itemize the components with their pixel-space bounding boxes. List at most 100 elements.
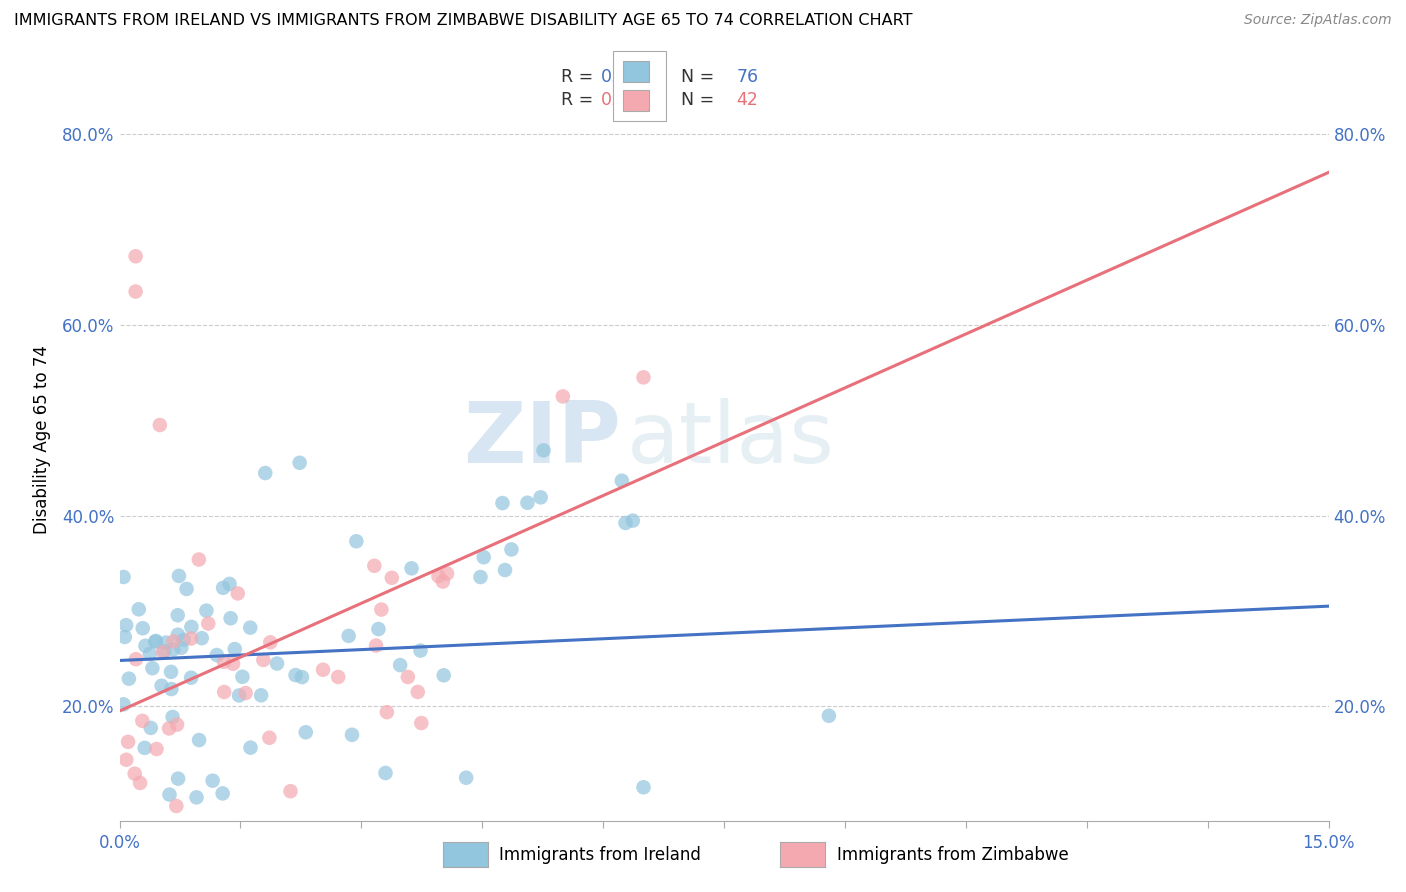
Point	[472, 550, 495, 565]
Text: R =: R =	[561, 68, 599, 86]
Point	[195, 604, 218, 618]
Text: N =: N =	[669, 68, 720, 86]
Point	[205, 648, 228, 662]
Point	[173, 632, 195, 647]
Point	[134, 639, 156, 653]
Point	[252, 653, 274, 667]
Point	[124, 249, 146, 263]
Point	[167, 772, 190, 786]
Point	[167, 569, 190, 583]
Point	[180, 632, 202, 646]
Point	[239, 621, 262, 635]
Point	[364, 639, 387, 653]
Text: Immigrants from Ireland: Immigrants from Ireland	[499, 846, 702, 863]
Point	[159, 788, 181, 802]
Point	[381, 571, 404, 585]
Point	[337, 629, 360, 643]
Point	[112, 570, 135, 584]
Point	[551, 389, 574, 403]
Point	[396, 670, 419, 684]
Point	[131, 714, 153, 728]
Point	[456, 771, 478, 785]
Point	[491, 496, 513, 510]
Point	[162, 642, 184, 657]
Point	[149, 417, 172, 432]
Point	[115, 753, 138, 767]
Point	[367, 622, 389, 636]
Text: 0.509: 0.509	[600, 91, 651, 109]
Point	[187, 552, 209, 566]
Text: 42: 42	[737, 91, 758, 109]
Point	[150, 679, 173, 693]
Point	[436, 566, 458, 581]
Point	[389, 658, 412, 673]
Point	[188, 733, 211, 747]
Point	[152, 645, 174, 659]
Point	[218, 577, 240, 591]
Point	[186, 790, 208, 805]
Point	[312, 663, 335, 677]
Point	[633, 370, 655, 384]
Text: N =: N =	[669, 91, 720, 109]
Point	[411, 716, 433, 731]
Point	[633, 780, 655, 795]
Point	[280, 784, 302, 798]
Point	[228, 689, 250, 703]
Point	[201, 773, 224, 788]
Point	[294, 725, 316, 739]
Point	[212, 581, 235, 595]
Point	[145, 634, 167, 648]
Point	[139, 721, 162, 735]
Point	[266, 657, 288, 671]
Point	[139, 647, 162, 661]
Point	[370, 602, 392, 616]
Point	[114, 630, 136, 644]
Point	[250, 689, 273, 703]
Point	[374, 766, 396, 780]
Y-axis label: Disability Age 65 to 74: Disability Age 65 to 74	[32, 345, 51, 533]
Point	[112, 698, 135, 712]
Text: IMMIGRANTS FROM IRELAND VS IMMIGRANTS FROM ZIMBABWE DISABILITY AGE 65 TO 74 CORR: IMMIGRANTS FROM IRELAND VS IMMIGRANTS FR…	[14, 13, 912, 29]
Point	[115, 618, 138, 632]
Point	[160, 681, 183, 696]
Text: Source: ZipAtlas.com: Source: ZipAtlas.com	[1244, 13, 1392, 28]
Point	[124, 766, 146, 780]
Point	[818, 708, 841, 723]
Point	[432, 574, 454, 589]
Legend: , : ,	[613, 51, 666, 121]
Point	[516, 496, 538, 510]
Point	[176, 582, 198, 596]
Point	[166, 608, 188, 623]
Point	[621, 514, 644, 528]
Point	[610, 474, 633, 488]
Point	[328, 670, 350, 684]
Point	[363, 558, 385, 573]
Point	[259, 635, 281, 649]
Point	[235, 686, 257, 700]
Point	[406, 685, 429, 699]
Text: 15.0%: 15.0%	[1302, 834, 1355, 852]
Point	[222, 657, 245, 671]
Point	[212, 685, 235, 699]
Text: R =: R =	[561, 91, 599, 109]
Point	[284, 668, 307, 682]
Point	[211, 786, 233, 800]
Point	[501, 542, 523, 557]
Point	[124, 285, 146, 299]
Point	[291, 670, 314, 684]
Point	[254, 466, 277, 480]
Point	[239, 740, 262, 755]
Point	[162, 710, 184, 724]
Point	[143, 634, 166, 648]
Point	[170, 640, 193, 655]
Text: 0.134: 0.134	[600, 68, 650, 86]
Point	[125, 652, 148, 666]
Point	[533, 443, 555, 458]
Point	[433, 668, 456, 682]
Text: 0.0%: 0.0%	[98, 834, 141, 852]
Point	[162, 634, 184, 648]
Point	[427, 569, 450, 583]
Point	[224, 642, 246, 657]
Point	[180, 671, 202, 685]
Point	[157, 722, 180, 736]
